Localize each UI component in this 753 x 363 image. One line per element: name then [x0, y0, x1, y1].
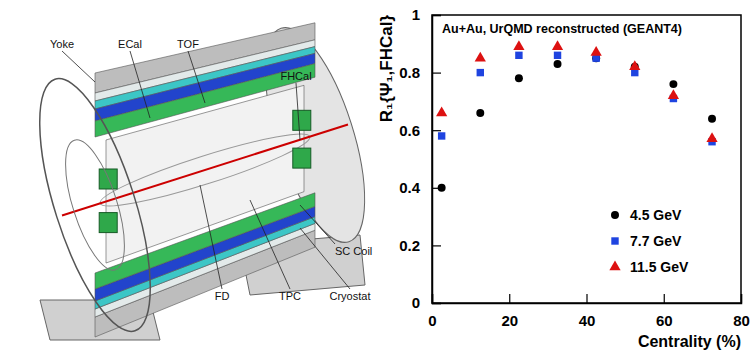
tick: 0: [412, 294, 441, 311]
tick-label: 40: [579, 312, 596, 329]
tick-mark: [432, 303, 441, 304]
tick: 0.8: [399, 64, 441, 81]
chart-title: Au+Au, UrQMD reconstructed (GEANT4): [442, 22, 682, 36]
tick: 1: [412, 6, 441, 23]
tick-label: 80: [733, 312, 750, 329]
legend-marker: [609, 260, 620, 270]
tick-mark: [432, 130, 441, 131]
leader-line: [130, 51, 150, 118]
tof: [95, 53, 315, 121]
marker: [515, 74, 523, 82]
y-axis: 0 0.2 0.4 0.6 0.8 1: [399, 6, 441, 311]
marker: [513, 40, 524, 50]
series: [436, 40, 718, 142]
tick: 0.4: [399, 179, 441, 196]
figure: Yoke ECal TOF FHCal SC Coil Cryostat TPC FD 0 20 4…: [0, 0, 753, 363]
leader-line: [200, 185, 222, 289]
marker: [591, 46, 602, 56]
legend-marker: [611, 237, 618, 244]
tick-label: 0.6: [399, 122, 420, 139]
axis-line: [433, 294, 742, 304]
series: [438, 54, 716, 192]
ecal: [95, 64, 315, 137]
tof: [95, 206, 315, 301]
tick-label: 20: [501, 312, 518, 329]
marker: [554, 60, 562, 68]
marker: [438, 184, 446, 192]
tick: 80: [733, 294, 750, 329]
fhcal: [99, 169, 117, 189]
tick-label: 0.2: [399, 237, 420, 254]
marker: [629, 60, 640, 70]
yoke-front-inner: [53, 134, 136, 277]
marker: [476, 109, 484, 117]
tick: 0.2: [399, 237, 441, 254]
marker: [708, 115, 716, 123]
legend-label: 4.5 GeV: [630, 207, 682, 223]
legend: 4.5 GeV 7.7 GeV 11.5 GeV: [609, 207, 689, 275]
tick-label: 0.4: [399, 179, 421, 196]
marker: [668, 89, 679, 99]
leader-line: [296, 83, 300, 140]
tick-mark: [586, 294, 587, 303]
x-axis: 0 20 40 60 80: [428, 294, 750, 329]
tick-label: 0: [412, 294, 420, 311]
diagram-label: Cryostat: [330, 290, 371, 302]
legend-marker: [611, 211, 619, 219]
diagram-label: FD: [215, 290, 230, 302]
detector-diagram: Yoke ECal TOF FHCal SC Coil Cryostat TPC FD: [17, 17, 385, 343]
x-axis-title: Centrality (%): [638, 333, 741, 350]
series: [438, 52, 716, 146]
marker: [515, 52, 522, 59]
tick-label: 1: [412, 6, 420, 23]
diagram-label: SC Coil: [335, 245, 372, 257]
marker: [669, 80, 677, 88]
leader-line: [250, 200, 290, 289]
plot-frame: [432, 15, 741, 303]
data-points: [436, 40, 718, 192]
tick-mark: [432, 15, 441, 16]
fhcal: [293, 148, 311, 168]
chart: 0 20 40 60 80 0 0.2 0.4 0.6 0.8 1 Centrality (%) R₁{…: [377, 6, 750, 350]
tick: 20: [501, 294, 518, 329]
tick: 60: [656, 294, 673, 329]
diagram-label: FHCal: [280, 70, 311, 82]
tick-mark: [509, 294, 510, 303]
tick-mark: [664, 294, 665, 303]
legend-label: 7.7 GeV: [630, 233, 682, 249]
tick-mark: [741, 294, 742, 303]
tick-label: 0.8: [399, 64, 420, 81]
y-axis-title: R₁{Ψ₁,FHCal}: [377, 15, 396, 123]
tick: 0.6: [399, 122, 441, 139]
tick-label: 0: [428, 312, 436, 329]
diagram-label: TOF: [177, 38, 199, 50]
axis-line: [433, 16, 442, 304]
marker: [554, 52, 561, 59]
leader-line: [62, 51, 95, 82]
legend-label: 11.5 GeV: [630, 259, 689, 275]
leader-line: [300, 205, 335, 244]
leader-line: [300, 228, 350, 289]
diagram-label: ECal: [118, 38, 142, 50]
marker: [552, 40, 563, 50]
tick: 40: [579, 294, 596, 329]
yoke-front: [17, 67, 173, 343]
fhcal: [99, 213, 117, 233]
leader-line: [188, 51, 205, 103]
marker: [436, 106, 447, 116]
tick-mark: [432, 245, 441, 246]
tick-label: 60: [656, 312, 673, 329]
diagram-label: Yoke: [50, 38, 74, 50]
fhcal: [293, 110, 311, 130]
marker: [475, 52, 486, 62]
diagram-label: TPC: [279, 290, 301, 302]
marker: [706, 132, 717, 142]
marker: [477, 69, 484, 76]
tick-mark: [432, 72, 441, 73]
marker: [438, 132, 445, 139]
